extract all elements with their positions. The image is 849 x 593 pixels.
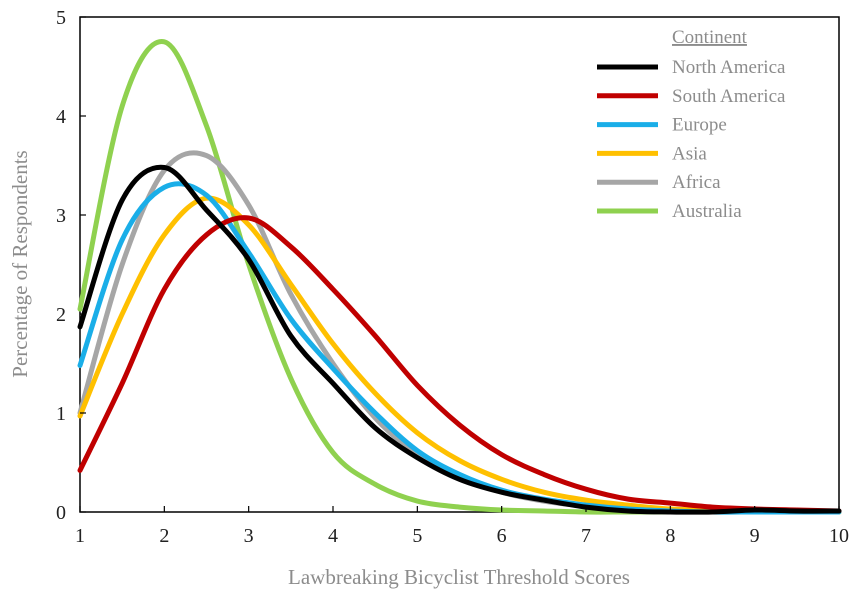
series-layer [77, 39, 842, 515]
x-tick-label: 6 [497, 525, 507, 547]
x-tick-label: 8 [665, 525, 675, 547]
legend-label: South America [672, 86, 786, 107]
series-line-south-america [77, 215, 842, 514]
x-axis-label: Lawbreaking Bicyclist Threshold Scores [288, 565, 630, 589]
legend-title: Continent [672, 27, 748, 48]
x-tick-label: 3 [244, 525, 254, 547]
series-line-north-america [77, 164, 842, 515]
y-axis-ticks: 0 1 2 3 4 5 [56, 7, 86, 524]
x-tick-label: 4 [328, 525, 338, 547]
legend-label: Asia [672, 143, 707, 164]
y-tick-label: 2 [56, 304, 66, 326]
y-tick-label: 4 [56, 106, 66, 128]
x-tick-label: 7 [581, 525, 591, 547]
legend-label: Africa [672, 172, 721, 193]
legend-label: Australia [672, 201, 742, 222]
legend-label: North America [672, 57, 786, 78]
legend-label: Europe [672, 115, 727, 136]
x-tick-label: 5 [412, 525, 422, 547]
legend: Continent North America South America Euro… [597, 27, 786, 222]
y-axis-label: Percentage of Respondents [8, 150, 32, 377]
y-tick-label: 0 [56, 502, 66, 524]
plot-frame [79, 16, 840, 513]
x-tick-label: 10 [829, 525, 849, 547]
x-tick-label: 2 [159, 525, 169, 547]
x-axis-ticks: 1 2 3 4 5 6 7 8 9 10 [75, 506, 849, 547]
x-tick-label: 9 [750, 525, 760, 547]
x-tick-label: 1 [75, 525, 85, 547]
y-tick-label: 3 [56, 205, 66, 227]
y-tick-label: 5 [56, 7, 66, 29]
series-line-australia [77, 39, 842, 515]
y-tick-label: 1 [56, 403, 66, 425]
